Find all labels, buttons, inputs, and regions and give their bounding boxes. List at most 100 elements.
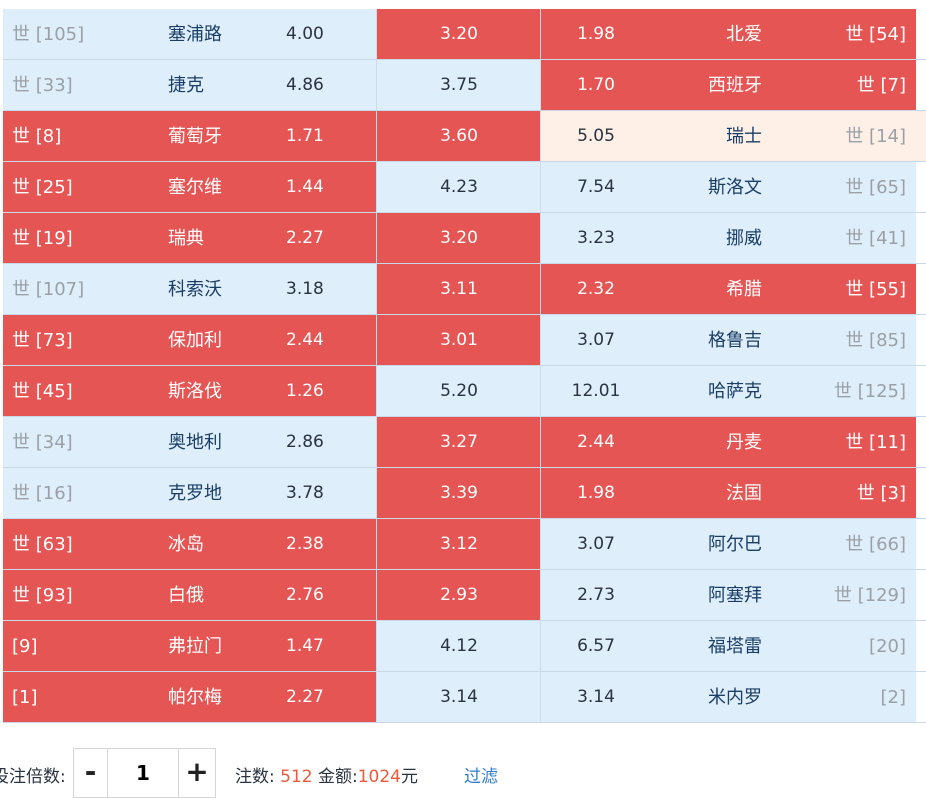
home-win-option[interactable]: [1] 帕尔梅 2.27 bbox=[3, 672, 376, 723]
draw-odds: 3.75 bbox=[440, 75, 478, 95]
away-win-option[interactable]: 3.14 米内罗 [2] bbox=[540, 672, 916, 723]
away-win-option[interactable]: 2.32 希腊 世 [55] bbox=[540, 264, 916, 315]
home-team-name: 瑞典 bbox=[168, 228, 204, 249]
filter-link[interactable]: 过滤 bbox=[464, 767, 498, 787]
away-rank: 世 [66] bbox=[845, 534, 906, 555]
away-rank: 世 [125] bbox=[833, 381, 906, 402]
home-team-name: 弗拉门 bbox=[168, 636, 222, 657]
home-win-option[interactable]: 世 [16] 克罗地 3.78 bbox=[3, 468, 376, 519]
draw-option[interactable]: 3.11 bbox=[376, 264, 541, 315]
away-win-option[interactable]: 12.01 哈萨克 世 [125] bbox=[540, 366, 916, 417]
draw-option[interactable]: 3.75 bbox=[376, 60, 541, 111]
away-win-option[interactable]: 7.54 斯洛文 世 [65] bbox=[540, 162, 916, 213]
away-team-name: 斯洛文 bbox=[708, 177, 762, 198]
draw-odds: 2.93 bbox=[440, 585, 478, 605]
away-rank: 世 [14] bbox=[845, 126, 906, 147]
draw-option[interactable]: 3.12 bbox=[376, 519, 541, 570]
home-rank: 世 [19] bbox=[12, 228, 73, 249]
away-win-option[interactable]: 1.98 北爱 世 [54] bbox=[540, 9, 916, 60]
match-row: [9] 弗拉门 1.47 4.12 6.57 福塔雷 [20] bbox=[3, 621, 926, 672]
home-win-option[interactable]: 世 [93] 白俄 2.76 bbox=[3, 570, 376, 621]
home-win-option[interactable]: [9] 弗拉门 1.47 bbox=[3, 621, 376, 672]
away-win-odds: 1.98 bbox=[577, 24, 615, 44]
away-win-option[interactable]: 6.57 福塔雷 [20] bbox=[540, 621, 916, 672]
away-win-option[interactable]: 5.05 瑞士 世 [14] bbox=[540, 111, 916, 162]
away-win-odds: 5.05 bbox=[577, 126, 615, 146]
increase-button[interactable]: + bbox=[178, 749, 215, 797]
away-rank: 世 [85] bbox=[845, 330, 906, 351]
home-rank: 世 [45] bbox=[12, 381, 73, 402]
home-win-odds: 2.44 bbox=[286, 330, 324, 350]
home-win-odds: 1.71 bbox=[286, 126, 324, 146]
away-win-odds: 3.23 bbox=[577, 228, 615, 248]
home-win-odds: 2.76 bbox=[286, 585, 324, 605]
draw-option[interactable]: 3.20 bbox=[376, 213, 541, 264]
away-win-odds: 3.14 bbox=[577, 687, 615, 707]
away-win-option[interactable]: 3.07 格鲁吉 世 [85] bbox=[540, 315, 916, 366]
home-team-name: 克罗地 bbox=[168, 483, 222, 504]
draw-option[interactable]: 3.27 bbox=[376, 417, 541, 468]
decrease-button[interactable]: - bbox=[74, 749, 108, 797]
draw-option[interactable]: 3.60 bbox=[376, 111, 541, 162]
home-win-odds: 3.18 bbox=[286, 279, 324, 299]
away-win-option[interactable]: 1.70 西班牙 世 [7] bbox=[540, 60, 916, 111]
away-win-option[interactable]: 3.23 挪威 世 [41] bbox=[540, 213, 916, 264]
draw-option[interactable]: 3.14 bbox=[376, 672, 541, 723]
home-win-option[interactable]: 世 [19] 瑞典 2.27 bbox=[3, 213, 376, 264]
home-win-option[interactable]: 世 [33] 捷克 4.86 bbox=[3, 60, 376, 111]
amount-value: 1024 bbox=[357, 767, 401, 787]
away-rank: 世 [7] bbox=[856, 75, 906, 96]
draw-option[interactable]: 2.93 bbox=[376, 570, 541, 621]
home-win-option[interactable]: 世 [105] 塞浦路 4.00 bbox=[3, 9, 376, 60]
home-rank: 世 [25] bbox=[12, 177, 73, 198]
draw-odds: 4.23 bbox=[440, 177, 478, 197]
away-win-option[interactable]: 2.44 丹麦 世 [11] bbox=[540, 417, 916, 468]
home-win-option[interactable]: 世 [63] 冰岛 2.38 bbox=[3, 519, 376, 570]
match-row: 世 [45] 斯洛伐 1.26 5.20 12.01 哈萨克 世 [125] bbox=[3, 366, 926, 417]
away-win-option[interactable]: 1.98 法国 世 [3] bbox=[540, 468, 916, 519]
away-win-odds: 6.57 bbox=[577, 636, 615, 656]
home-team-name: 奥地利 bbox=[168, 432, 222, 453]
draw-option[interactable]: 3.01 bbox=[376, 315, 541, 366]
away-win-option[interactable]: 2.73 阿塞拜 世 [129] bbox=[540, 570, 916, 621]
away-team-name: 哈萨克 bbox=[708, 381, 762, 402]
away-win-option[interactable]: 3.07 阿尔巴 世 [66] bbox=[540, 519, 916, 570]
away-team-name: 希腊 bbox=[726, 279, 762, 300]
draw-odds: 3.39 bbox=[440, 483, 478, 503]
away-team-name: 挪威 bbox=[726, 228, 762, 249]
draw-odds: 5.20 bbox=[440, 381, 478, 401]
home-win-option[interactable]: 世 [73] 保加利 2.44 bbox=[3, 315, 376, 366]
bet-footer: 投注倍数: - + 注数: 512 金额:1024元 过滤 bbox=[0, 748, 926, 798]
home-team-name: 科索沃 bbox=[168, 279, 222, 300]
home-win-odds: 2.38 bbox=[286, 534, 324, 554]
home-win-option[interactable]: 世 [8] 葡萄牙 1.71 bbox=[3, 111, 376, 162]
away-rank: 世 [65] bbox=[845, 177, 906, 198]
draw-odds: 3.14 bbox=[440, 687, 478, 707]
draw-option[interactable]: 4.23 bbox=[376, 162, 541, 213]
away-team-name: 北爱 bbox=[726, 24, 762, 45]
draw-odds: 3.12 bbox=[440, 534, 478, 554]
match-row: 世 [105] 塞浦路 4.00 3.20 1.98 北爱 世 [54] bbox=[3, 9, 926, 60]
amount-unit: 元 bbox=[401, 767, 418, 787]
multiplier-stepper: - + bbox=[73, 748, 216, 798]
home-win-option[interactable]: 世 [45] 斯洛伐 1.26 bbox=[3, 366, 376, 417]
multiplier-input[interactable] bbox=[108, 749, 178, 797]
match-row: 世 [93] 白俄 2.76 2.93 2.73 阿塞拜 世 [129] bbox=[3, 570, 926, 621]
home-win-option[interactable]: 世 [25] 塞尔维 1.44 bbox=[3, 162, 376, 213]
away-rank: 世 [11] bbox=[845, 432, 906, 453]
home-team-name: 捷克 bbox=[168, 75, 204, 96]
draw-odds: 4.12 bbox=[440, 636, 478, 656]
match-row: 世 [33] 捷克 4.86 3.75 1.70 西班牙 世 [7] bbox=[3, 60, 926, 111]
draw-option[interactable]: 4.12 bbox=[376, 621, 541, 672]
home-rank: 世 [73] bbox=[12, 330, 73, 351]
home-win-option[interactable]: 世 [34] 奥地利 2.86 bbox=[3, 417, 376, 468]
home-rank: [1] bbox=[12, 687, 38, 708]
draw-option[interactable]: 3.39 bbox=[376, 468, 541, 519]
draw-option[interactable]: 5.20 bbox=[376, 366, 541, 417]
away-rank: 世 [3] bbox=[856, 483, 906, 504]
away-win-odds: 1.70 bbox=[577, 75, 615, 95]
away-win-odds: 2.73 bbox=[577, 585, 615, 605]
away-team-name: 法国 bbox=[726, 483, 762, 504]
draw-option[interactable]: 3.20 bbox=[376, 9, 541, 60]
home-win-option[interactable]: 世 [107] 科索沃 3.18 bbox=[3, 264, 376, 315]
